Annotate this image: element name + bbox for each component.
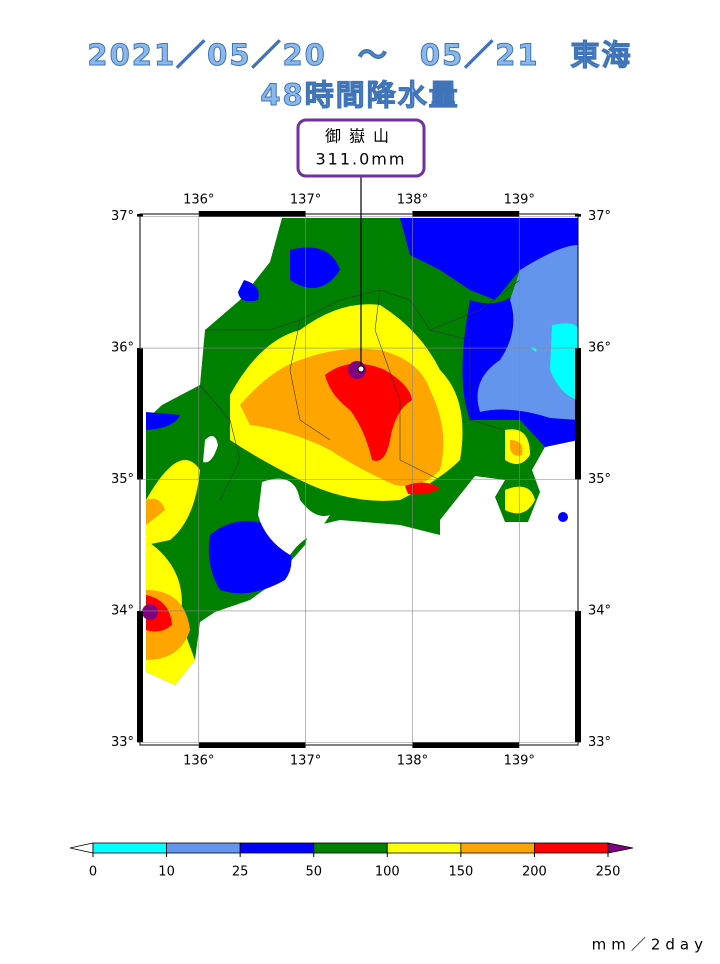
colorbar-tick-label: 150: [448, 865, 473, 880]
lat-tick-label: 37°: [111, 209, 134, 224]
frame-bar: [198, 742, 306, 748]
callout-name: 御嶽山: [325, 127, 397, 146]
frame-bar: [137, 348, 143, 480]
orange-center: [146, 348, 523, 660]
frame-bar: [198, 211, 306, 217]
cyan-east: [530, 323, 578, 400]
colorbar: 0 10 25 50 100 150 200 250: [69, 842, 634, 880]
lat-tick-label: 33°: [588, 735, 611, 750]
frame-bar: [575, 610, 581, 743]
unit-label: mm／2day: [592, 936, 708, 954]
frame-bar: [575, 348, 581, 480]
map-axes: 136° 136° 137° 137° 138° 138° 139° 139° 33° 33° 34…: [111, 193, 611, 769]
title-line1: 2021／05／20 ～ 05／21 東海: [87, 38, 632, 72]
lat-tick-label: 36°: [588, 341, 611, 356]
lon-tick-label: 137°: [290, 193, 321, 208]
lon-tick-label: 136°: [183, 193, 214, 208]
yellow-center: [146, 304, 535, 685]
blue-kii: [146, 412, 292, 594]
lat-tick-label: 37°: [588, 209, 611, 224]
frame-bar: [412, 742, 520, 748]
islands: [558, 512, 568, 522]
frame-bar: [137, 214, 143, 217]
colorbar-under: [69, 842, 94, 854]
lat-tick-label: 36°: [111, 341, 134, 356]
title-line2: 48時間降水量: [260, 78, 459, 112]
prefecture-borders: [199, 279, 521, 501]
callout: 御嶽山 311.0mm: [296, 118, 426, 373]
colorbar-tick-label: 100: [375, 865, 400, 880]
lat-tick-label: 34°: [111, 603, 134, 618]
colorbar-tick-label: 200: [522, 865, 547, 880]
colorbar-segment: [460, 842, 535, 854]
callout-value: 311.0mm: [316, 150, 407, 169]
frame-bar: [412, 211, 520, 217]
lon-tick-label: 139°: [504, 754, 535, 769]
colorbar-over: [607, 842, 634, 854]
max-point-kii: [142, 604, 158, 620]
lon-tick-label: 137°: [290, 754, 321, 769]
lon-tick-label: 138°: [397, 754, 428, 769]
colorbar-tick-label: 250: [596, 865, 621, 880]
sea-bays: [203, 436, 330, 555]
lat-tick-label: 35°: [111, 472, 134, 487]
blue-north: [238, 218, 578, 302]
colorbar-tick-label: 10: [158, 865, 175, 880]
lat-tick-label: 33°: [111, 735, 134, 750]
callout-point: [357, 365, 365, 373]
colorbar-segment: [313, 842, 388, 854]
colorbar-tick-label: 0: [89, 865, 97, 880]
colorbar-segment: [239, 842, 315, 854]
map-area: [142, 218, 578, 685]
lat-tick-label: 34°: [588, 603, 611, 618]
frame-bar: [575, 214, 581, 217]
colorbar-segment: [386, 842, 462, 854]
colorbar-segment: [92, 842, 167, 854]
lon-tick-label: 136°: [183, 754, 214, 769]
red-center: [146, 363, 440, 632]
callout-box: [296, 118, 426, 178]
frame-bar: [137, 610, 143, 743]
colorbar-segment: [166, 842, 241, 854]
lat-tick-label: 35°: [588, 472, 611, 487]
colorbar-tick-label: 50: [305, 865, 322, 880]
lon-tick-label: 139°: [504, 193, 535, 208]
colorbar-tick-label: 25: [232, 865, 249, 880]
lon-tick-label: 138°: [397, 193, 428, 208]
colorbar-segment: [534, 842, 609, 854]
